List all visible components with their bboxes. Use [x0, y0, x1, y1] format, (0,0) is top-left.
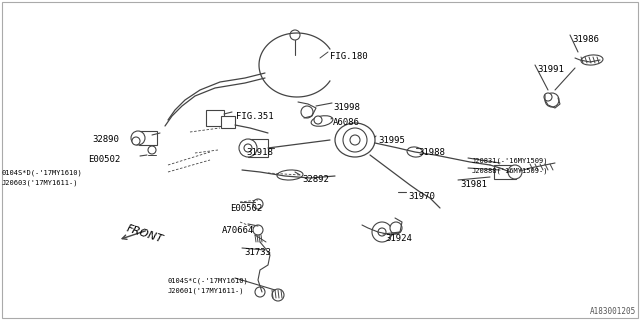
Text: J20888('16MY1509-): J20888('16MY1509-)	[472, 168, 548, 174]
Text: 31924: 31924	[385, 234, 412, 243]
Text: 31986: 31986	[572, 35, 599, 44]
Circle shape	[253, 199, 263, 209]
Text: 0104S*C(-'17MY1610): 0104S*C(-'17MY1610)	[168, 278, 249, 284]
Circle shape	[290, 30, 300, 40]
Text: FRONT: FRONT	[125, 223, 164, 244]
Text: J20603('17MY1611-): J20603('17MY1611-)	[2, 180, 79, 187]
Circle shape	[544, 93, 552, 101]
Text: E00502: E00502	[230, 204, 262, 213]
Circle shape	[272, 289, 284, 301]
Text: 31988: 31988	[418, 148, 445, 157]
Circle shape	[132, 137, 140, 145]
Text: A183001205: A183001205	[589, 307, 636, 316]
Ellipse shape	[407, 147, 423, 157]
Circle shape	[378, 228, 386, 236]
Text: 0104S*D(-'17MY1610): 0104S*D(-'17MY1610)	[2, 170, 83, 177]
Text: 32890: 32890	[92, 135, 119, 144]
Circle shape	[343, 128, 367, 152]
Text: A6086: A6086	[333, 118, 360, 127]
Circle shape	[148, 146, 156, 154]
Circle shape	[372, 222, 392, 242]
Bar	[206, 110, 224, 126]
Text: 31918: 31918	[246, 148, 273, 157]
Circle shape	[255, 287, 265, 297]
Circle shape	[239, 139, 257, 157]
Circle shape	[253, 225, 263, 235]
Text: FIG.351: FIG.351	[236, 112, 274, 121]
Text: 31970: 31970	[408, 192, 435, 201]
Text: 31991: 31991	[537, 65, 564, 74]
Text: J20601('17MY1611-): J20601('17MY1611-)	[168, 288, 244, 294]
Ellipse shape	[581, 55, 603, 65]
Circle shape	[131, 131, 145, 145]
Ellipse shape	[311, 116, 333, 126]
Bar	[139, 131, 157, 145]
Circle shape	[314, 116, 322, 124]
Bar	[248, 139, 268, 157]
Text: 31998: 31998	[333, 103, 360, 112]
Text: J20831(-'16MY1509): J20831(-'16MY1509)	[472, 158, 548, 164]
Circle shape	[508, 165, 522, 179]
Text: FIG.180: FIG.180	[330, 52, 367, 61]
Circle shape	[545, 93, 559, 107]
Bar	[221, 116, 235, 128]
Text: 31981: 31981	[460, 180, 487, 189]
Text: 31733: 31733	[244, 248, 271, 257]
Text: E00502: E00502	[88, 155, 120, 164]
Circle shape	[301, 106, 313, 118]
Bar	[494, 165, 516, 179]
Ellipse shape	[335, 123, 375, 157]
Circle shape	[390, 222, 402, 234]
Text: A70664: A70664	[222, 226, 254, 235]
Text: 31995: 31995	[378, 136, 405, 145]
Ellipse shape	[277, 170, 303, 180]
Circle shape	[350, 135, 360, 145]
Circle shape	[244, 144, 252, 152]
Text: 32892: 32892	[302, 175, 329, 184]
